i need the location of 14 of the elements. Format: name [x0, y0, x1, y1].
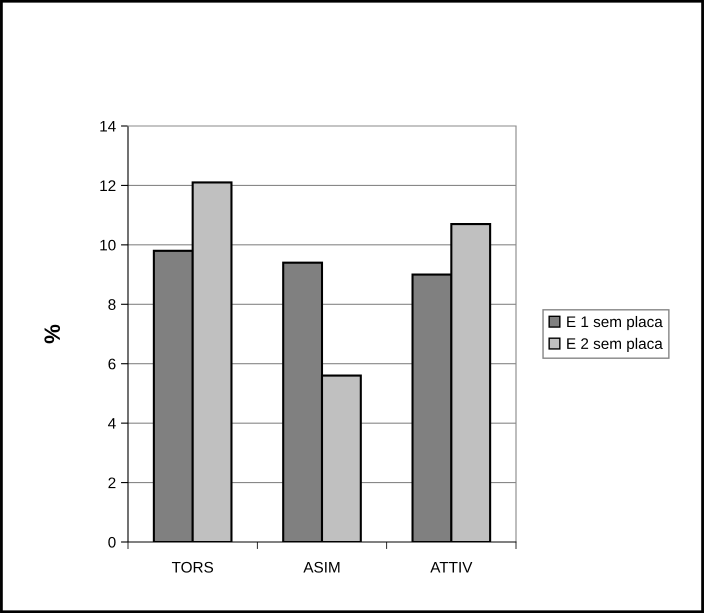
- legend-label: E 2 sem placa: [567, 338, 663, 352]
- y-tick-label: 2: [108, 477, 116, 488]
- legend-label: E 1 sem placa: [567, 316, 663, 330]
- y-tick-label: 12: [100, 180, 116, 191]
- y-tick-label: 0: [108, 536, 116, 548]
- x-tick-label: ATTIV: [430, 562, 472, 573]
- y-tick-label: 14: [100, 121, 116, 132]
- y-axis-title: %: [44, 324, 60, 344]
- y-tick-label: 10: [100, 240, 116, 251]
- x-tick-label: ASIM: [303, 562, 340, 573]
- y-tick-label: 8: [108, 299, 116, 310]
- y-tick-label: 6: [108, 358, 116, 370]
- y-tick-label: 4: [108, 418, 116, 429]
- x-tick-label: TORS: [172, 562, 214, 573]
